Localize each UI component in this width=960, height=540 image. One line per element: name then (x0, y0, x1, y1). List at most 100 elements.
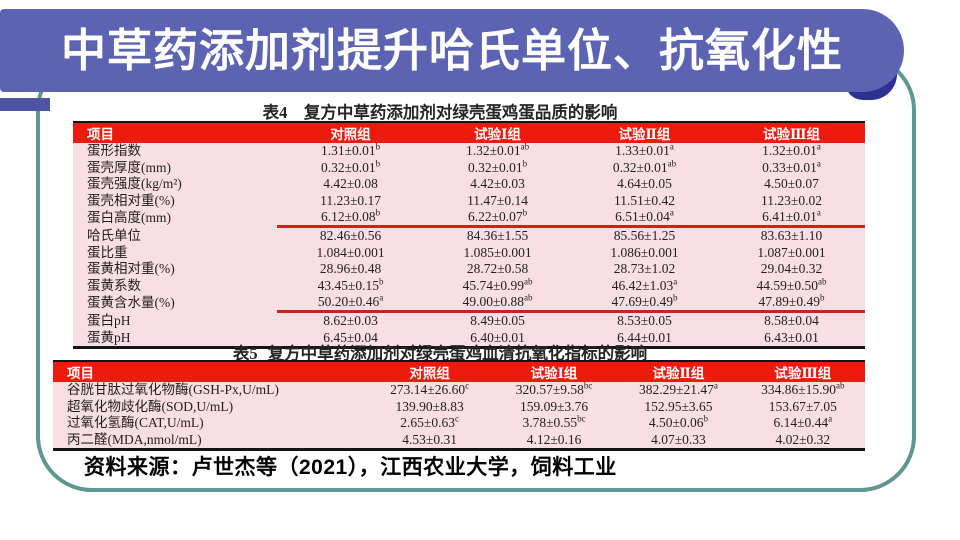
table-cell: 152.95±3.65 (616, 398, 741, 415)
slide-title: 中草药添加剂提升哈氏单位、抗氧化性 (60, 25, 843, 76)
table5-caption-underlined: 复方中草药添加剂对绿壳蛋鸡血清抗氧化指标的影响 (267, 344, 648, 368)
row-label: 谷胱甘肽过氧化物酶(GSH-Px,U/mL) (53, 382, 368, 399)
table5-caption: 表5 复方中草药添加剂对绿壳蛋鸡血清抗氧化指标的影响 (40, 340, 840, 368)
table-row: 蛋壳强度(kg/m²) 4.42±0.08 4.42±0.03 4.64±0.05 4.… (73, 175, 865, 193)
row-label: 丙二醛(MDA,nmol/mL) (53, 431, 368, 450)
table-cell: 4.64±0.05 (571, 175, 718, 193)
table-row: 蛋黄pH 6.45±0.04 6.40±0.01 6.44±0.01 6.43±0.01 (73, 329, 865, 348)
source-note: 资料来源：卢世杰等（2021），江西农业大学，饲料工业 (84, 456, 617, 479)
row-label: 蛋形指数 (73, 143, 278, 160)
table-cell: 382.29±21.47a (616, 381, 741, 399)
table-cell: 0.32±0.01b (277, 159, 425, 176)
banner-notch (0, 98, 50, 111)
table-row: 蛋黄含水量(%) 50.20±0.46a 49.00±0.88ab 47.69±0.4… (73, 293, 865, 313)
table-cell: 43.45±0.15b (277, 277, 425, 294)
table5-caption-prefix: 表5 (232, 344, 258, 363)
table-cell: 28.73±1.02 (571, 260, 718, 278)
row-label: 超氧化物歧化酶(SOD,U/mL) (53, 398, 368, 415)
table-cell: 1.087±0.001 (717, 244, 865, 261)
table-cell: 6.51±0.04a (571, 208, 718, 228)
table-egg-quality: 项目 对照组 试验Ⅰ组 试验Ⅱ组 试验Ⅲ组 蛋形指数 1.31±0.01b 1.32±0.01… (73, 121, 865, 349)
table-cell: 47.69±0.49b (571, 293, 718, 313)
table-cell: 85.56±1.25 (571, 226, 718, 245)
table-cell: 0.32±0.01ab (571, 159, 718, 176)
row-label: 蛋白pH (73, 311, 278, 330)
table-cell: 6.14±0.44a (740, 414, 865, 432)
table-cell: 6.22±0.07b (424, 208, 572, 228)
column-header: 对照组 (277, 122, 425, 143)
table-row: 蛋黄相对重(%) 28.96±0.48 28.72±0.58 28.73±1.02 29… (73, 260, 865, 278)
table-cell: 6.43±0.01 (717, 329, 865, 348)
table-cell: 6.44±0.01 (571, 329, 718, 348)
table-cell: 8.53±0.05 (571, 311, 718, 330)
table-row: 丙二醛(MDA,nmol/mL) 4.53±0.31 4.12±0.16 4.07±0… (53, 431, 865, 450)
table-cell: 8.58±0.04 (717, 311, 865, 330)
table-cell: 28.72±0.58 (424, 260, 572, 278)
table-row: 蛋白高度(mm) 6.12±0.08b 6.22±0.07b 6.51±0.04a 6.… (73, 208, 865, 228)
table-cell: 0.33±0.01a (717, 159, 865, 176)
table-cell: 4.02±0.32 (740, 431, 865, 450)
table-cell: 320.57±9.58bc (491, 381, 617, 399)
column-header: 试验Ⅲ组 (717, 122, 865, 143)
table-cell: 4.50±0.07 (717, 175, 865, 193)
header-row: 项目 对照组 试验Ⅰ组 试验Ⅱ组 试验Ⅲ组 (53, 361, 865, 382)
row-label: 蛋比重 (73, 244, 278, 261)
table-cell: 8.49±0.05 (424, 311, 572, 330)
table-cell: 11.23±0.17 (277, 192, 425, 209)
table-cell: 1.085±0.001 (424, 244, 572, 261)
table-cell: 4.12±0.16 (491, 431, 617, 450)
table-cell: 6.12±0.08b (277, 208, 425, 228)
row-label: 蛋白高度(mm) (73, 208, 278, 227)
table-row: 哈氏单位 82.46±0.56 84.36±1.55 85.56±1.25 83.63±… (73, 226, 865, 245)
table-row: 谷胱甘肽过氧化物酶(GSH-Px,U/mL) 273.14±26.60c 320.5… (53, 381, 865, 399)
table-cell: 153.67±7.05 (740, 398, 865, 415)
row-label: 蛋黄相对重(%) (73, 260, 278, 278)
table-cell: 0.32±0.01b (424, 159, 572, 176)
table-cell: 6.45±0.04 (277, 329, 425, 348)
column-header: 试验Ⅱ组 (616, 361, 741, 382)
table-cell: 4.50±0.06b (616, 414, 741, 432)
row-label: 蛋黄系数 (73, 277, 278, 294)
table-cell: 159.09±3.76 (491, 398, 617, 415)
table-cell: 83.63±1.10 (717, 226, 865, 245)
table-cell: 4.42±0.03 (424, 175, 572, 193)
column-header: 项目 (73, 122, 278, 143)
header-row: 项目 对照组 试验Ⅰ组 试验Ⅱ组 试验Ⅲ组 (73, 122, 865, 143)
row-label: 蛋黄pH (73, 329, 278, 348)
table-row: 蛋壳相对重(%) 11.23±0.17 11.47±0.14 11.51±0.42 11… (73, 192, 865, 209)
table-cell: 4.53±0.31 (367, 431, 492, 450)
table-cell: 3.78±0.55bc (491, 414, 617, 432)
table-row: 蛋比重 1.084±0.001 1.085±0.001 1.086±0.001 1.08… (73, 244, 865, 261)
table-cell: 1.32±0.01a (717, 142, 865, 160)
table-row: 蛋黄系数 43.45±0.15b 45.74±0.99ab 46.42±1.03a 44… (73, 277, 865, 294)
row-label: 蛋壳厚度(mm) (73, 159, 278, 176)
table-row: 过氧化氢酶(CAT,U/mL) 2.65±0.63c 3.78±0.55bc 4.50… (53, 414, 865, 432)
table-cell: 1.33±0.01a (571, 142, 718, 160)
table-cell: 2.65±0.63c (367, 414, 492, 432)
table-row: 蛋白pH 8.62±0.03 8.49±0.05 8.53±0.05 8.58±0.04 (73, 311, 865, 330)
table-cell: 4.07±0.33 (616, 431, 741, 450)
table-cell: 46.42±1.03a (571, 277, 718, 294)
table-cell: 4.42±0.08 (277, 175, 425, 193)
table-cell: 11.23±0.02 (717, 192, 865, 209)
table-cell: 1.31±0.01b (277, 142, 425, 160)
column-header: 试验Ⅱ组 (571, 122, 718, 143)
table-cell: 8.62±0.03 (277, 311, 425, 330)
table-cell: 50.20±0.46a (277, 293, 425, 313)
row-label: 蛋黄含水量(%) (73, 293, 278, 312)
title-banner: 中草药添加剂提升哈氏单位、抗氧化性 (0, 9, 904, 92)
table-row: 超氧化物歧化酶(SOD,U/mL) 139.90±8.83 159.09±3.76 1… (53, 398, 865, 415)
table-cell: 49.00±0.88ab (424, 293, 572, 313)
table-cell: 1.084±0.001 (277, 244, 425, 261)
table-cell: 1.32±0.01ab (424, 142, 572, 160)
table-cell: 1.086±0.001 (571, 244, 718, 261)
table-antioxidant: 项目 对照组 试验Ⅰ组 试验Ⅱ组 试验Ⅲ组 谷胱甘肽过氧化物酶(GSH-Px,U/mL) 2… (53, 360, 865, 451)
table-row: 蛋壳厚度(mm) 0.32±0.01b 0.32±0.01b 0.32±0.01ab 0… (73, 159, 865, 176)
row-label: 蛋壳相对重(%) (73, 192, 278, 209)
table-cell: 82.46±0.56 (277, 226, 425, 245)
table-cell: 139.90±8.83 (367, 398, 492, 415)
row-label: 蛋壳强度(kg/m²) (73, 175, 278, 193)
row-label: 哈氏单位 (73, 226, 278, 245)
column-header: 对照组 (367, 361, 492, 382)
